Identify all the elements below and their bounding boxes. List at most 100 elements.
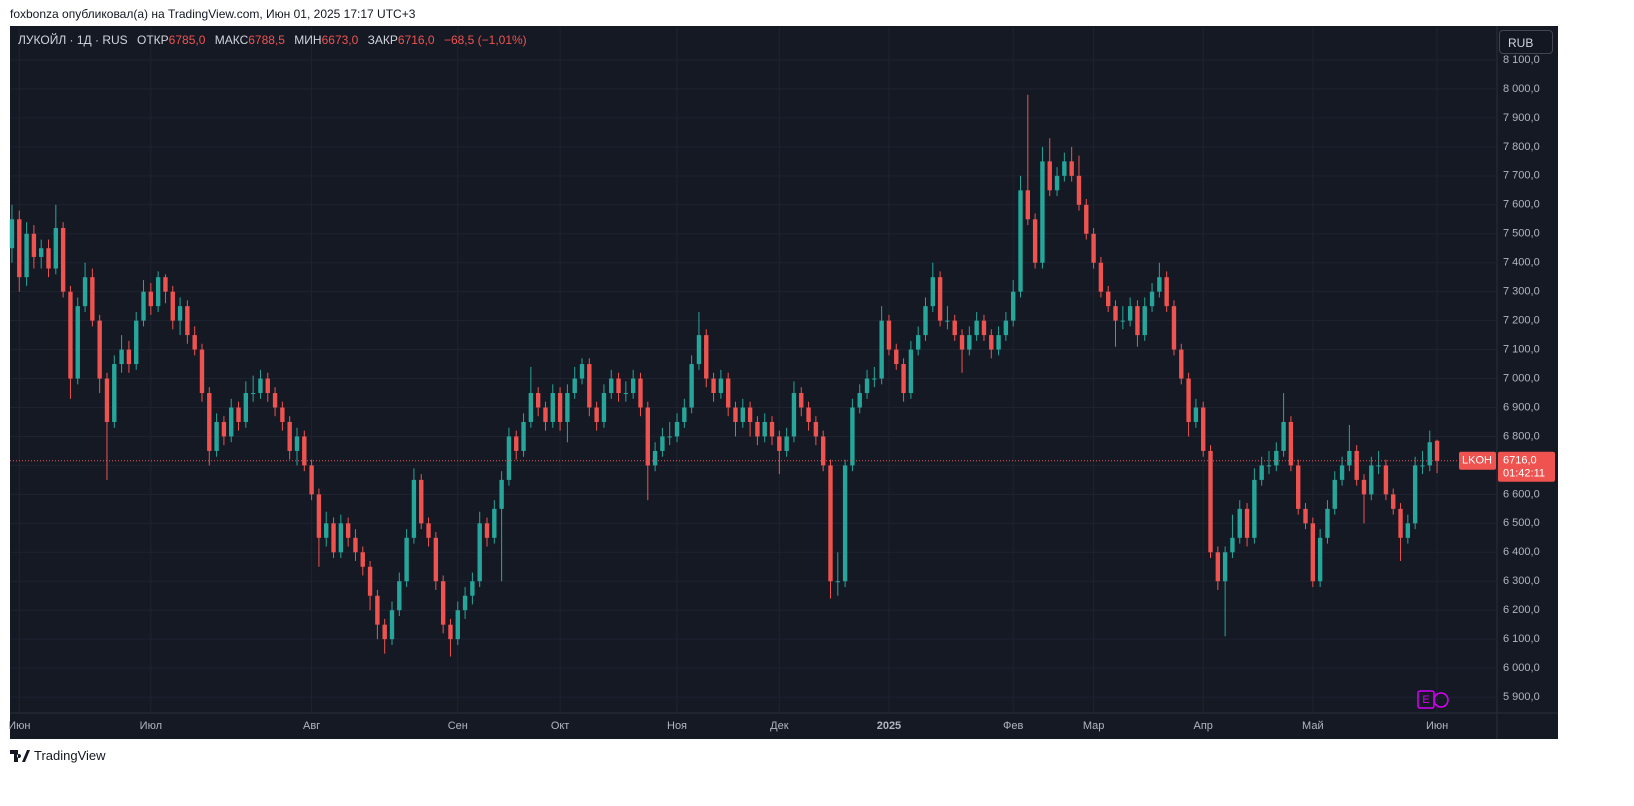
candle-body <box>353 537 358 553</box>
candle-body <box>572 378 577 394</box>
candle-body <box>762 421 767 437</box>
high-label: МАКС <box>214 33 249 47</box>
candle-body <box>470 581 475 596</box>
candle-body <box>535 393 541 408</box>
candle-body <box>221 421 227 437</box>
candle-body <box>39 248 44 257</box>
candle-body <box>1222 552 1228 582</box>
y-tick-label: 7 300,0 <box>1503 286 1540 298</box>
candle-body <box>1084 204 1089 234</box>
event-marker: E <box>1422 694 1429 706</box>
y-tick-label: 6 300,0 <box>1503 575 1540 587</box>
candle-body <box>382 624 387 640</box>
candle-body <box>433 537 439 582</box>
candle-body <box>820 436 826 466</box>
candle-body <box>828 465 833 582</box>
candle-body <box>207 393 212 451</box>
candle-body <box>769 421 775 437</box>
candle-body <box>250 393 256 395</box>
candle-body <box>989 335 994 350</box>
candle-body <box>1040 161 1045 263</box>
candle-body <box>725 378 731 408</box>
candle-body <box>229 407 234 437</box>
candle-body <box>696 335 702 365</box>
candle-body <box>1003 320 1009 336</box>
ticker-tag <box>1459 451 1496 470</box>
candle-body <box>272 393 278 408</box>
candle-body <box>981 320 987 336</box>
open-label: ОТКР <box>137 33 169 47</box>
candle-body <box>134 320 139 365</box>
candle-body <box>411 479 417 538</box>
candle-body <box>126 349 132 365</box>
candle-body <box>1339 465 1345 480</box>
candle-body <box>952 320 957 336</box>
candle-body <box>630 378 636 394</box>
candle-body <box>53 227 59 269</box>
candle-body <box>740 407 745 422</box>
candle-body <box>689 364 694 408</box>
candle-body <box>1215 552 1221 582</box>
candle-body <box>199 349 205 394</box>
y-tick-label: 7 400,0 <box>1503 257 1540 269</box>
candle-body <box>601 393 607 422</box>
candle-body <box>97 320 102 379</box>
candle-body <box>46 248 51 269</box>
candle-body <box>777 436 782 451</box>
candle-body <box>543 407 548 422</box>
candle-body <box>1120 320 1126 322</box>
candle-body <box>397 581 402 611</box>
candle-body <box>82 277 88 307</box>
legend: ЛУКОЙЛ · 1Д · RUS ОТКР6785,0 МАКС6788,5 … <box>18 33 527 47</box>
candle-body <box>1069 161 1074 176</box>
candle-body <box>17 219 22 278</box>
candle-body <box>901 364 906 394</box>
candle-body <box>1244 508 1250 538</box>
candle-body <box>857 393 862 408</box>
candle-body <box>1193 407 1199 422</box>
y-tick-label: 6 500,0 <box>1503 517 1540 529</box>
candle-body <box>784 436 789 451</box>
candle-body <box>112 364 117 422</box>
candle-body <box>60 227 66 292</box>
candle-body <box>1427 442 1432 466</box>
candle-body <box>755 421 760 437</box>
candle-body <box>360 552 365 567</box>
y-tick-label: 7 500,0 <box>1503 228 1540 240</box>
candle-body <box>733 407 738 422</box>
x-tick-label: Мар <box>1083 720 1105 732</box>
candle-body <box>908 349 914 394</box>
low-value: 6673,0 <box>321 33 359 47</box>
x-tick-label: Апр <box>1193 720 1212 732</box>
low-label: МИН <box>294 33 322 47</box>
candle-body <box>872 378 877 380</box>
symbol: ЛУКОЙЛ · 1Д · RUS <box>18 33 128 47</box>
candle-body <box>557 393 563 422</box>
candle-body <box>119 349 124 365</box>
y-tick-label: 6 000,0 <box>1503 662 1540 674</box>
close-value: 6716,0 <box>397 33 435 47</box>
candle-body <box>148 291 154 307</box>
y-tick-label: 6 400,0 <box>1503 546 1540 558</box>
x-tick-label: Дек <box>770 720 789 732</box>
x-tick-label: Окт <box>551 720 570 732</box>
candle-body <box>1157 277 1162 292</box>
candle-body <box>243 393 249 422</box>
price-tag-countdown: 01:42:11 <box>1503 468 1545 480</box>
candle-body <box>718 378 724 394</box>
candle-body <box>1164 277 1169 307</box>
candle-body <box>1011 291 1016 321</box>
y-tick-label: 6 900,0 <box>1503 401 1540 413</box>
x-tick-label: Ноя <box>667 720 687 732</box>
candle-body <box>528 393 534 422</box>
candle-body <box>835 581 840 583</box>
candle-body <box>1434 440 1440 461</box>
candle-body <box>894 349 899 365</box>
candle-body <box>462 595 468 611</box>
candle-body <box>1025 190 1031 220</box>
currency-button[interactable]: RUB <box>1499 30 1553 54</box>
y-tick-label: 7 000,0 <box>1503 372 1540 384</box>
candle-body <box>747 407 753 422</box>
candle-body <box>1076 175 1082 205</box>
change: −68,5 (−1,01%) <box>443 33 527 47</box>
